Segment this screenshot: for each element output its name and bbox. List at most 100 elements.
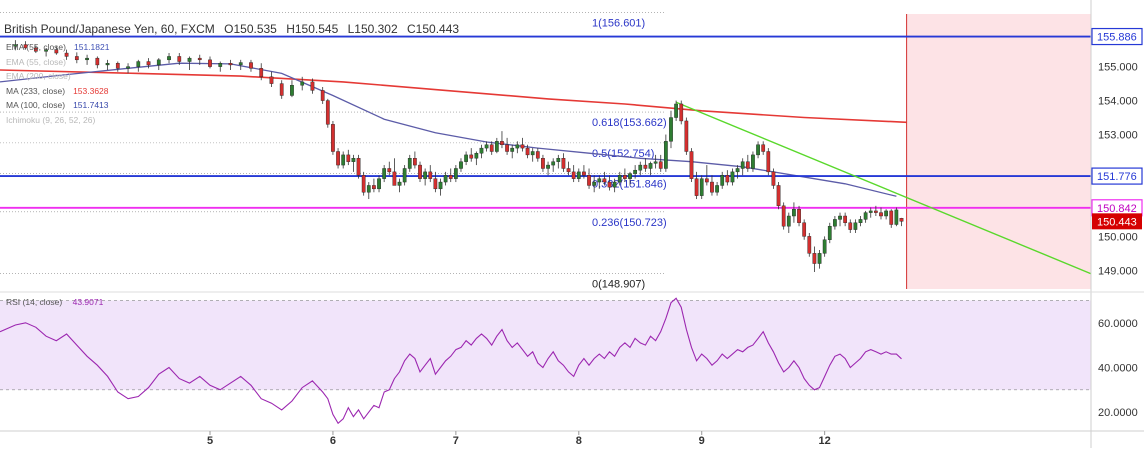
candle[interactable] xyxy=(843,212,848,227)
candle[interactable] xyxy=(469,148,474,162)
candle[interactable] xyxy=(571,165,576,183)
candle[interactable] xyxy=(167,53,171,64)
candle[interactable] xyxy=(392,158,397,186)
candle[interactable] xyxy=(674,100,678,121)
candle[interactable] xyxy=(623,168,627,183)
candle[interactable] xyxy=(474,151,479,166)
candle[interactable] xyxy=(341,151,346,169)
candle[interactable] xyxy=(551,158,556,172)
candle[interactable] xyxy=(228,59,233,71)
candle[interactable] xyxy=(899,217,904,227)
candle[interactable] xyxy=(279,80,284,99)
candle[interactable] xyxy=(582,165,586,179)
candle[interactable] xyxy=(238,59,243,71)
candle[interactable] xyxy=(259,63,264,81)
candle[interactable] xyxy=(510,144,515,159)
rsi-pane[interactable] xyxy=(0,297,1091,425)
candle[interactable] xyxy=(23,41,28,50)
candle[interactable] xyxy=(704,165,709,186)
candle[interactable] xyxy=(740,158,745,176)
candle[interactable] xyxy=(587,168,591,189)
candle[interactable] xyxy=(464,151,468,166)
candle[interactable] xyxy=(208,56,212,69)
candle[interactable] xyxy=(648,161,653,176)
candle[interactable] xyxy=(664,134,668,172)
last-price-tag[interactable]: 150.443 xyxy=(1092,213,1142,230)
candle[interactable] xyxy=(356,154,361,179)
candle[interactable] xyxy=(95,56,100,69)
candle[interactable] xyxy=(361,171,366,196)
candle[interactable] xyxy=(653,154,658,169)
candle[interactable] xyxy=(715,182,719,196)
candle[interactable] xyxy=(331,120,335,155)
candle[interactable] xyxy=(85,54,89,65)
candle[interactable] xyxy=(346,149,351,166)
candle[interactable] xyxy=(751,151,755,172)
candle[interactable] xyxy=(699,175,704,200)
candle[interactable] xyxy=(669,110,673,149)
candle[interactable] xyxy=(115,61,120,72)
candle[interactable] xyxy=(44,47,48,57)
hline-151776-tag[interactable]: 151.776 xyxy=(1091,167,1143,185)
rsi-legend[interactable]: RSI (14, close) 43.9071 xyxy=(6,297,103,307)
candle[interactable] xyxy=(428,165,433,183)
candle[interactable] xyxy=(407,154,412,172)
candle[interactable] xyxy=(735,165,740,179)
candle[interactable] xyxy=(197,54,202,65)
candle[interactable] xyxy=(64,49,69,60)
candle[interactable] xyxy=(597,175,602,189)
candle[interactable] xyxy=(397,178,402,193)
candle[interactable] xyxy=(848,219,853,233)
candle[interactable] xyxy=(576,168,581,183)
candle[interactable] xyxy=(423,168,427,186)
candle[interactable] xyxy=(500,131,504,149)
candle[interactable] xyxy=(694,171,699,200)
candle[interactable] xyxy=(418,161,422,183)
candle[interactable] xyxy=(479,144,484,159)
candle[interactable] xyxy=(325,98,330,128)
candle[interactable] xyxy=(438,178,443,196)
candle[interactable] xyxy=(643,158,648,172)
candle[interactable] xyxy=(756,141,760,159)
candle[interactable] xyxy=(372,178,376,193)
candle[interactable] xyxy=(863,210,868,223)
candle[interactable] xyxy=(366,182,371,200)
trendline[interactable] xyxy=(675,101,1092,275)
candle[interactable] xyxy=(136,59,141,72)
candle[interactable] xyxy=(156,58,161,71)
candle[interactable] xyxy=(684,117,689,155)
candle[interactable] xyxy=(443,171,448,186)
candle[interactable] xyxy=(797,205,801,227)
candle[interactable] xyxy=(541,154,545,172)
candle[interactable] xyxy=(33,45,38,54)
candle[interactable] xyxy=(561,153,566,172)
candle[interactable] xyxy=(402,165,407,186)
candle[interactable] xyxy=(781,202,786,230)
candle[interactable] xyxy=(54,46,59,55)
candle[interactable] xyxy=(838,212,842,227)
candle[interactable] xyxy=(853,219,858,233)
candle[interactable] xyxy=(351,154,356,172)
candle[interactable] xyxy=(520,137,525,152)
candle[interactable] xyxy=(745,154,750,172)
candle[interactable] xyxy=(484,141,489,152)
candle[interactable] xyxy=(310,78,315,94)
hline-155886-tag[interactable]: 155.886 xyxy=(1091,27,1143,46)
candle[interactable] xyxy=(628,171,632,186)
candle[interactable] xyxy=(689,148,694,183)
candle[interactable] xyxy=(812,246,817,273)
candle[interactable] xyxy=(336,148,340,169)
candle[interactable] xyxy=(249,59,253,72)
candle[interactable] xyxy=(786,212,791,233)
ma233-line[interactable] xyxy=(0,69,907,124)
candle[interactable] xyxy=(382,165,387,183)
candle[interactable] xyxy=(776,182,781,210)
candle[interactable] xyxy=(874,205,878,217)
candle[interactable] xyxy=(868,207,873,218)
candle[interactable] xyxy=(105,59,110,71)
candle[interactable] xyxy=(320,86,325,104)
candle[interactable] xyxy=(146,58,151,69)
candle[interactable] xyxy=(658,154,663,172)
